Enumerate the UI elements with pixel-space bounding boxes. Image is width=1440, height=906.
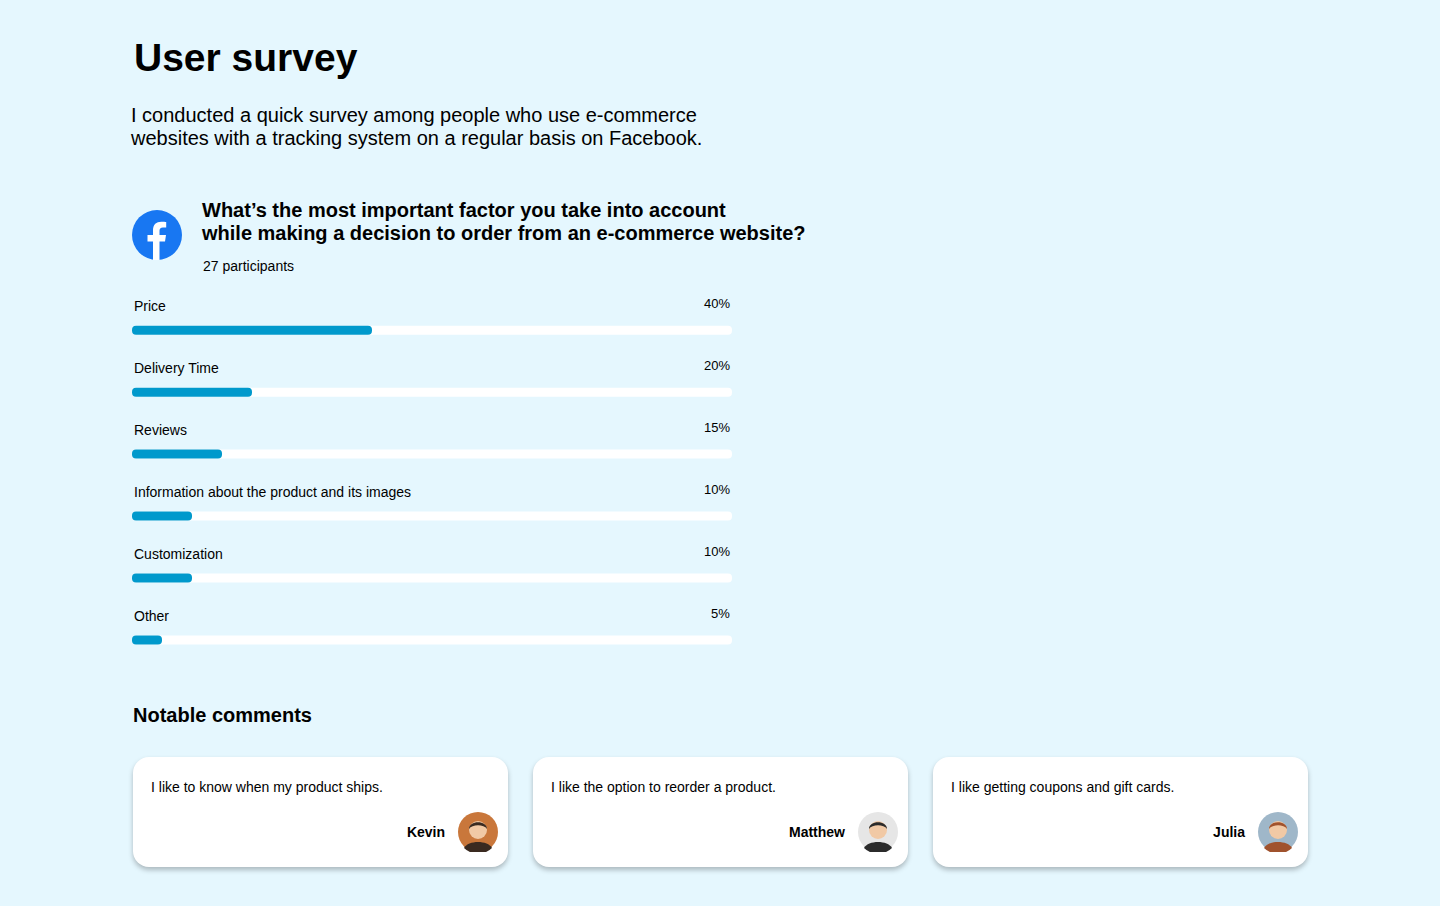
svg-text:Price: Price [134,298,166,314]
html-text:while making a decision to ord: while making a decision to order from an… [202,222,806,244]
html-text:websites with a tracking syste: websites with a tracking system on a reg… [131,127,703,149]
svg-text:20%: 20% [704,358,730,373]
svg-text:10%: 10% [704,482,730,497]
svg-text:Delivery Time: Delivery Time [134,360,219,376]
html-text:I like the option to reorder a: I like the option to reorder a product. [551,779,776,795]
html-text:I like to know when my product: I like to know when my product ships. [151,779,383,795]
svg-text:Information about the product: Information about the product and its im… [134,484,411,500]
svg-text:Other: Other [134,608,169,624]
html-text:Julia: Julia [1213,824,1245,840]
html-text:27 participants: 27 participants [203,258,295,274]
html-text:What’s the most important fact: What’s the most important factor you tak… [202,199,726,221]
svg-text:40%: 40% [704,296,730,311]
html-text:User survey: User survey [134,36,358,79]
svg-text:10%: 10% [704,544,730,559]
html-text:I like getting coupons and gif: I like getting coupons and gift cards. [951,779,1175,795]
svg-text:15%: 15% [704,420,730,435]
html-text:Notable comments: Notable comments [133,704,312,726]
html-text:Matthew: Matthew [789,824,845,840]
svg-text:Customization: Customization [134,546,223,562]
svg-text:5%: 5% [711,606,730,621]
html-text:Kevin: Kevin [406,824,445,840]
svg-text:Reviews: Reviews [134,422,187,438]
html-text:I conducted a quick survey amo: I conducted a quick survey among people … [131,104,697,126]
